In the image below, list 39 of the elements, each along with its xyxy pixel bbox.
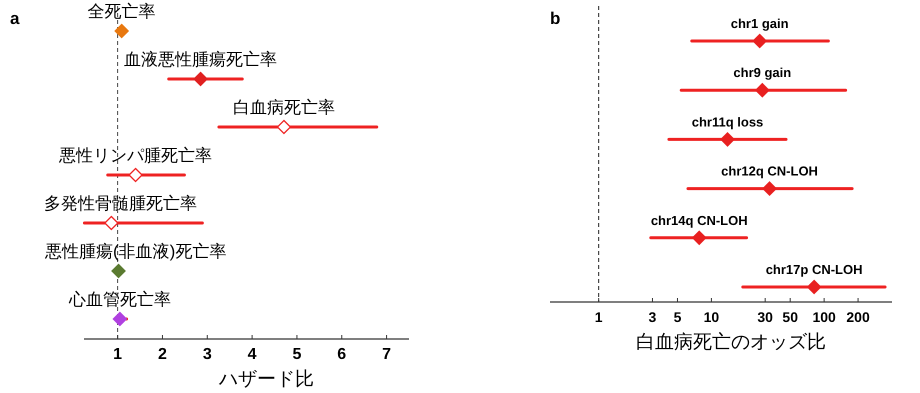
x-tick-label: 30: [757, 309, 774, 325]
y-tick-label: chr9 gain: [733, 65, 792, 80]
x-tick-label: 1: [594, 309, 603, 325]
x-tick-label: 10: [704, 309, 720, 325]
point: [276, 120, 292, 134]
x-tick-label: 3: [648, 309, 657, 325]
x-tick-label: 5: [292, 346, 302, 363]
x-tick-label: 5: [674, 309, 682, 325]
y-tick-label: 心血管死亡率: [68, 290, 171, 309]
x-axis-title: ハザード比: [218, 368, 314, 390]
x-tick-label: 6: [337, 346, 346, 363]
point: [112, 312, 128, 326]
point: [111, 264, 126, 278]
point: [104, 216, 118, 230]
y-tick-label: chr14q CN-LOH: [650, 212, 748, 228]
x-tick-label: 1: [113, 346, 122, 363]
y-tick-label: 白血病死亡率: [232, 98, 335, 117]
point: [128, 168, 143, 182]
y-tick-label: 血液悪性腫瘍死亡率: [124, 50, 278, 69]
x-tick-label: 3: [202, 346, 212, 363]
x-tick-label: 200: [846, 309, 870, 325]
y-tick-label: 悪性腫瘍(非血液)死亡率: [44, 242, 226, 261]
x-tick-label: 4: [248, 346, 257, 363]
y-tick-label: chr11q loss: [692, 114, 764, 130]
point: [114, 24, 129, 38]
x-axis-title: 白血病死亡のオッズ比: [636, 331, 826, 353]
y-tick-label: 多発性骨髄腫死亡率: [44, 194, 197, 213]
y-tick-label: chr17p CN-LOH: [766, 262, 863, 277]
x-tick-label: 2: [158, 346, 167, 363]
y-tick-label: 悪性リンパ腫死亡率: [58, 146, 212, 165]
chart-title: b: [550, 9, 560, 28]
y-tick-label: chr1 gain: [730, 16, 789, 31]
x-tick-label: 7: [382, 346, 392, 363]
y-tick-label: 全死亡率: [88, 2, 156, 21]
point: [193, 72, 208, 86]
x-tick-label: 50: [782, 309, 798, 325]
y-tick-label: chr12q CN-LOH: [721, 164, 818, 179]
x-tick-label: 100: [812, 309, 836, 325]
chart-title: a: [10, 9, 20, 28]
